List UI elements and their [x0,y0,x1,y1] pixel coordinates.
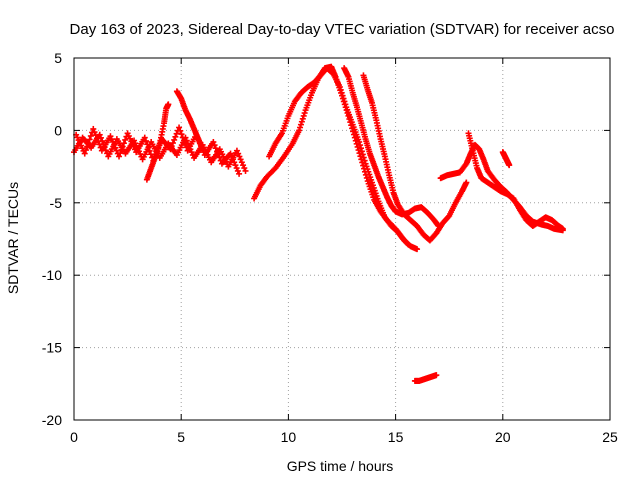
data-point [242,167,249,174]
data-point [296,127,303,134]
data-point [92,132,99,139]
data-point [236,170,243,177]
data-point [176,124,183,131]
data-point [216,154,223,161]
x-tick-label: 5 [177,429,185,445]
data-point [300,112,307,119]
data-point [297,124,304,131]
data-point [301,110,308,117]
data-point [116,153,123,160]
data-point [357,142,364,149]
data-point [171,136,178,143]
y-tick-label: 5 [54,50,62,66]
series-track-12 [411,372,440,384]
data-point [120,140,127,147]
data-point [363,174,370,181]
data-point [118,146,125,153]
series-track-8 [360,72,470,244]
data-point [145,144,152,151]
x-tick-label: 20 [495,429,511,445]
x-axis-label: GPS time / hours [287,458,394,474]
data-point [86,136,93,143]
x-tick-label: 25 [602,429,618,445]
y-tick-label: 0 [54,122,62,138]
data-point [506,162,513,169]
data-point [96,141,103,148]
data-point [299,115,306,122]
data-point [297,121,304,128]
y-tick-label: -5 [50,195,63,211]
data-point [165,101,172,108]
data-point [414,246,421,253]
data-point [146,147,153,154]
data-point [179,134,186,141]
data-point [180,137,187,144]
y-axis-label: SDTVAR / TECUs [5,182,21,294]
data-point [84,143,91,150]
data-point [119,143,126,150]
data-point [199,146,206,153]
grid [74,58,610,420]
ticks: 0 5 10 15 20 25 5 0 -5 -10 -15 -20 [42,50,618,445]
chart-title: Day 163 of 2023, Sidereal Day-to-day VTE… [70,21,615,38]
data-point [341,98,348,105]
data-point [210,138,217,145]
data-point [433,372,440,379]
data-point [91,129,98,136]
data-point [117,150,124,157]
data-point [168,143,175,150]
data-point [339,92,346,99]
plot-frame [73,57,611,421]
data-point [358,148,365,155]
data-point [142,137,149,144]
data-point [342,101,349,108]
data-point [85,140,92,147]
data-point [214,148,221,155]
data-point [212,145,219,152]
data-point [90,125,97,132]
data-point [177,127,184,134]
data-point [360,154,367,161]
data-point [87,132,94,139]
data-point [337,86,344,93]
y-tick-label: -20 [42,412,62,428]
data-point [141,134,148,141]
data-point [172,133,179,140]
series-track-10 [465,130,566,232]
data-point [178,131,185,138]
series-track-4 [173,88,206,153]
y-tick-label: -10 [42,267,62,283]
data-point [182,141,189,148]
data-point [122,136,129,143]
data-point [338,89,345,96]
data-point [82,147,89,154]
x-tick-label: 0 [70,429,78,445]
data-point [169,140,176,147]
x-tick-label: 15 [388,429,404,445]
data-point [361,157,368,164]
data-point [81,150,88,157]
data-point [559,225,566,232]
data-point [211,142,218,149]
data-point [340,95,347,102]
data-point [356,138,363,145]
data-point [357,145,364,152]
data-layer [71,63,566,384]
data-point [298,118,305,125]
data-point [336,83,343,90]
data-point [95,138,102,145]
series-track-11 [499,149,513,169]
x-tick-label: 10 [281,429,297,445]
series-track-6 [266,65,421,253]
series-track-3 [143,101,172,183]
data-point [167,146,174,153]
data-point [144,141,151,148]
data-point [463,179,470,186]
data-point [215,151,222,158]
y-tick-label: -15 [42,340,62,356]
data-point [93,135,100,142]
data-point [359,151,366,158]
